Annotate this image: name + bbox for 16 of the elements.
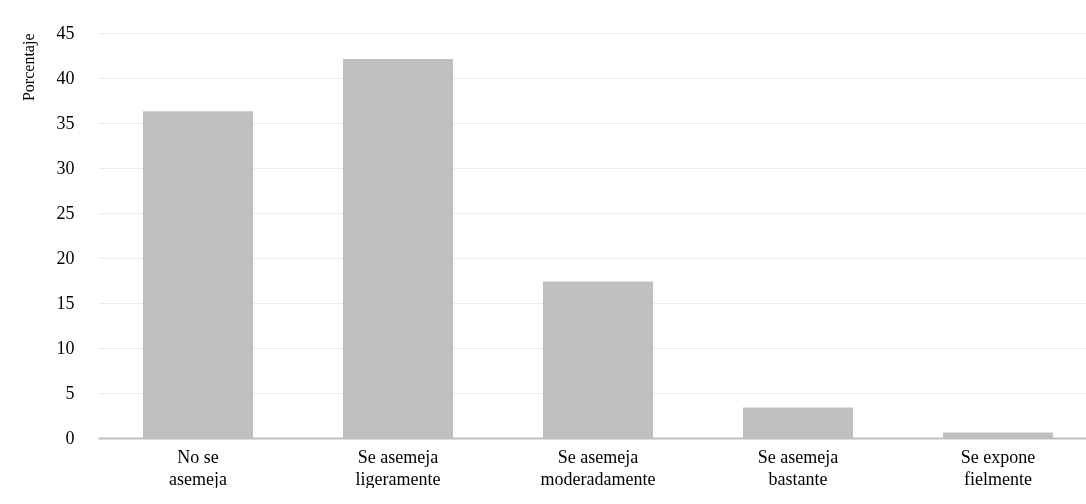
y-tick-label: 35 (56, 112, 75, 133)
x-tick-label: Se asemeja ligeramente (355, 446, 441, 489)
y-tick-label: 20 (56, 247, 75, 268)
y-tick-label: 30 (56, 157, 75, 178)
y-tick-label: 10 (56, 337, 75, 358)
y-tick-label: 25 (56, 202, 75, 223)
y-tick-label: 45 (56, 22, 75, 43)
y-tick-label: 5 (65, 382, 75, 403)
x-tick-label: Se expone fielmente (960, 446, 1036, 489)
y-axis-title: Porcentaje (19, 33, 38, 102)
x-tick-label: Se asemeja bastante (757, 446, 839, 489)
x-tick-label: Se asemeja moderadamente (540, 446, 656, 489)
y-tick-label: 0 (65, 427, 75, 448)
x-tick-label: No se asemeja (169, 446, 227, 489)
y-tick-label: 15 (56, 292, 75, 313)
y-tick-label: 40 (56, 67, 75, 88)
